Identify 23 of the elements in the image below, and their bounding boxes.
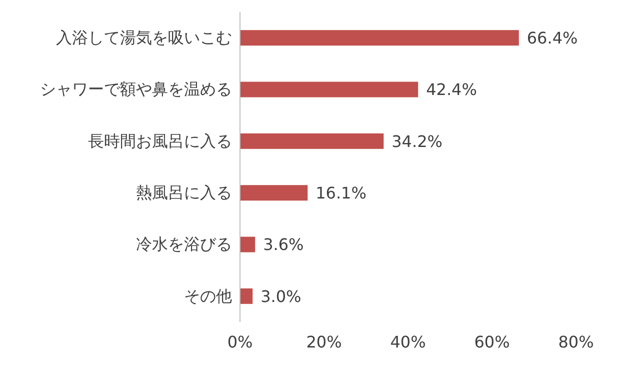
data-label: 34.2% [392, 132, 442, 151]
x-tick-label: 60% [474, 332, 510, 352]
y-tick-label: シャワーで額や鼻を温める [40, 80, 232, 99]
x-tick-label: 40% [390, 332, 426, 352]
y-tick-label: 熱風呂に入る [136, 182, 232, 202]
data-label: 3.0% [260, 286, 302, 306]
bar [240, 133, 384, 149]
x-tick-label: 20% [306, 332, 342, 352]
x-tick-label: 80% [558, 332, 594, 352]
y-tick-label: 入浴して湯気を吸いこむ [56, 28, 232, 47]
y-tick-label: 冷水を浴びる [136, 234, 232, 254]
bar [240, 185, 308, 201]
bar [240, 288, 253, 304]
x-tick-label: 0% [227, 332, 253, 352]
data-label: 16.1% [316, 183, 366, 202]
y-tick-label: その他 [184, 286, 232, 306]
bar [240, 30, 519, 46]
bar [240, 82, 418, 98]
data-label: 42.4% [426, 80, 477, 100]
y-tick-label: 長時間お風呂に入る [88, 131, 232, 150]
bar [240, 236, 256, 252]
data-label: 3.6% [263, 235, 304, 254]
data-label: 66.4% [526, 28, 578, 48]
